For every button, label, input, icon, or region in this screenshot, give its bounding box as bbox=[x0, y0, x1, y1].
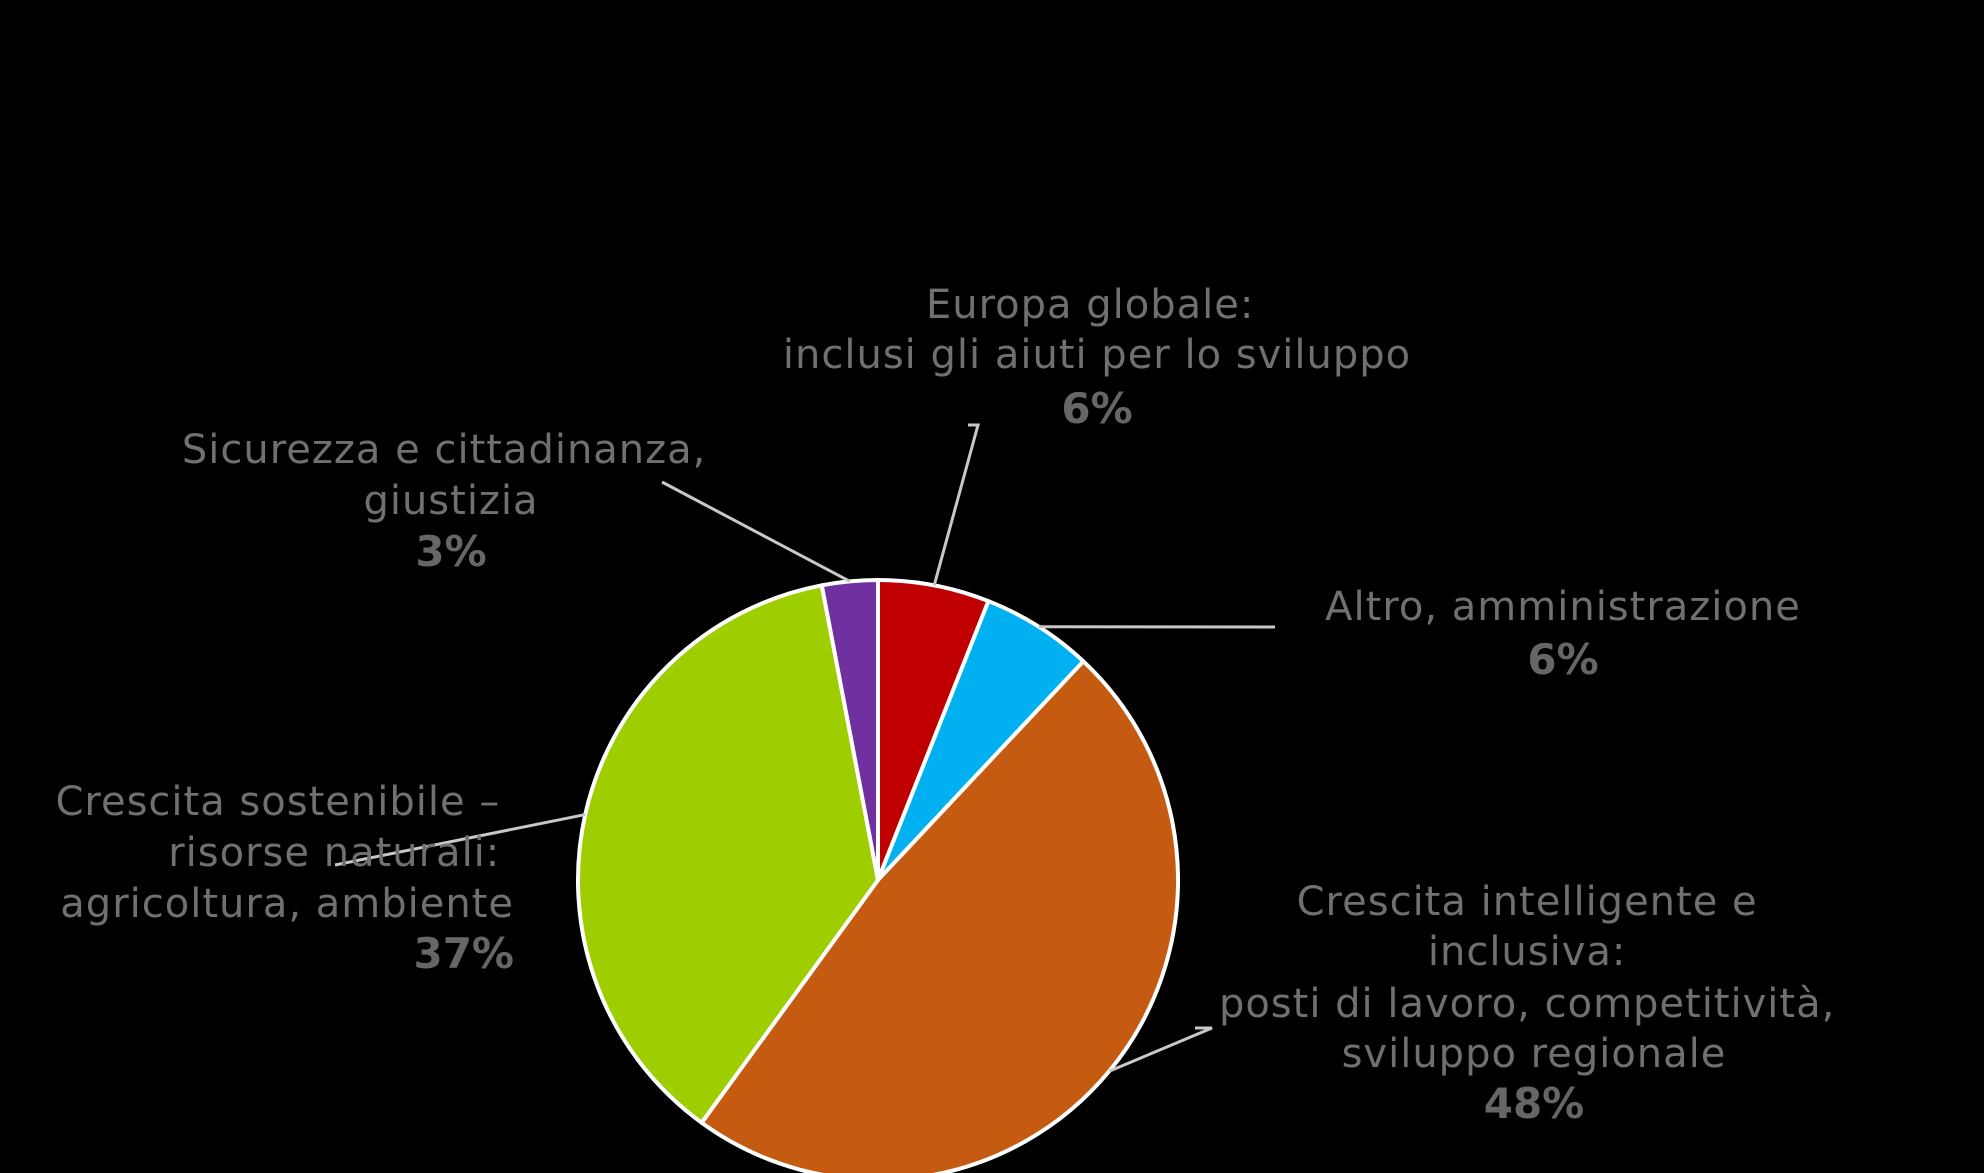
slice-value-altro-amministrazione: 6% bbox=[1527, 635, 1598, 684]
leader-line-sicurezza-cittadinanza bbox=[661, 480, 851, 583]
slice-value-sicurezza-cittadinanza: 3% bbox=[415, 527, 486, 576]
pie-slices bbox=[576, 578, 1181, 1173]
pie-slice-sicurezza-cittadinanza bbox=[819, 578, 880, 882]
slice-label-crescita-sostenibile: Crescita sostenibile – risorse naturali:… bbox=[55, 779, 514, 927]
leader-line-crescita-sostenibile bbox=[334, 813, 586, 867]
slice-value-crescita-sostenibile: 37% bbox=[413, 929, 514, 978]
pie-slice-crescita-intelligente bbox=[699, 659, 1181, 1173]
leader-line-crescita-intelligente bbox=[1108, 1026, 1213, 1073]
slice-value-crescita-intelligente: 48% bbox=[1484, 1079, 1585, 1128]
slice-value-europa-globale: 6% bbox=[1061, 384, 1132, 433]
slice-label-altro-amministrazione: Altro, amministrazione bbox=[1325, 584, 1801, 630]
slice-label-europa-globale: Europa globale: inclusi gli aiuti per lo… bbox=[783, 282, 1411, 378]
leader-line-europa-globale bbox=[932, 423, 980, 586]
pie-slice-crescita-sostenibile bbox=[576, 583, 880, 1125]
slice-label-sicurezza-cittadinanza: Sicurezza e cittadinanza, giustizia bbox=[182, 427, 720, 524]
leader-lines bbox=[334, 423, 1276, 1073]
slice-label-crescita-intelligente: Crescita intelligente e inclusiva: posti… bbox=[1219, 879, 1849, 1077]
